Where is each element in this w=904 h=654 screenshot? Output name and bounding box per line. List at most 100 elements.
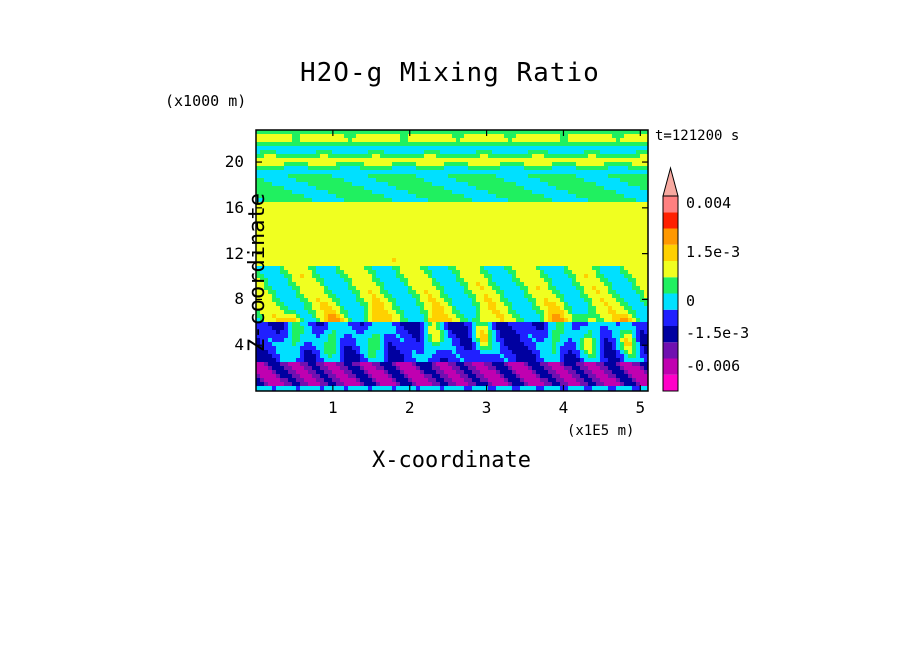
heatmap-cell	[376, 214, 381, 219]
heatmap-cell	[348, 242, 353, 247]
heatmap-cell	[492, 202, 497, 207]
heatmap-cell	[380, 246, 385, 251]
heatmap-cell	[308, 142, 313, 147]
heatmap-cell	[456, 170, 461, 175]
heatmap-cell	[364, 318, 369, 323]
heatmap-cell	[524, 222, 529, 227]
heatmap-cell	[328, 214, 333, 219]
heatmap-cell	[392, 170, 397, 175]
heatmap-cell	[596, 322, 601, 327]
heatmap-cell	[408, 134, 413, 139]
heatmap-cell	[472, 226, 477, 231]
heatmap-cell	[260, 134, 265, 139]
heatmap-cell	[372, 242, 377, 247]
heatmap-cell	[416, 262, 421, 267]
heatmap-cell	[536, 206, 541, 211]
heatmap-cell	[628, 162, 633, 167]
heatmap-cell	[328, 146, 333, 151]
heatmap-cell	[564, 178, 569, 183]
heatmap-cell	[576, 310, 581, 315]
heatmap-cell	[336, 314, 341, 319]
heatmap-cell	[364, 146, 369, 151]
heatmap-cell	[328, 178, 333, 183]
heatmap-cell	[416, 222, 421, 227]
heatmap-cell	[412, 250, 417, 255]
heatmap-cell	[500, 138, 505, 143]
heatmap-cell	[316, 242, 321, 247]
heatmap-cell	[292, 190, 297, 195]
heatmap-cell	[420, 226, 425, 231]
heatmap-cell	[488, 142, 493, 147]
heatmap-cell	[344, 174, 349, 179]
heatmap-cell	[520, 150, 525, 155]
heatmap-cell	[320, 246, 325, 251]
heatmap-cell	[492, 150, 497, 155]
heatmap-cell	[360, 138, 365, 143]
heatmap-cell	[256, 286, 261, 291]
heatmap-cell	[608, 250, 613, 255]
heatmap-cell	[520, 238, 525, 243]
heatmap-cell	[616, 282, 621, 287]
heatmap-cell	[416, 162, 421, 167]
heatmap-cell	[320, 202, 325, 207]
heatmap-cell	[460, 162, 465, 167]
heatmap-cell	[344, 270, 349, 275]
heatmap-cell	[556, 254, 561, 259]
heatmap-cell	[480, 202, 485, 207]
heatmap-cell	[396, 258, 401, 263]
heatmap-cell	[460, 246, 465, 251]
heatmap-cell	[564, 270, 569, 275]
heatmap-cell	[428, 154, 433, 159]
heatmap-cell	[520, 130, 525, 135]
heatmap-cell	[592, 314, 597, 319]
heatmap-cell	[352, 258, 357, 263]
heatmap-cell	[556, 222, 561, 227]
heatmap-cell	[264, 222, 269, 227]
heatmap-cell	[416, 282, 421, 287]
heatmap-cell	[332, 174, 337, 179]
heatmap-cell	[636, 254, 641, 259]
heatmap-cell	[272, 178, 277, 183]
heatmap-cell	[580, 246, 585, 251]
heatmap-cell	[636, 266, 641, 271]
heatmap-cell	[380, 274, 385, 279]
heatmap-cell	[632, 226, 637, 231]
heatmap-cell	[564, 302, 569, 307]
heatmap-cell	[320, 258, 325, 263]
heatmap-cell	[528, 286, 533, 291]
heatmap-cell	[264, 154, 269, 159]
heatmap-cell	[388, 250, 393, 255]
heatmap-cell	[456, 282, 461, 287]
heatmap-cell	[300, 178, 305, 183]
heatmap-cell	[620, 274, 625, 279]
heatmap-cell	[472, 130, 477, 135]
heatmap-cell	[276, 214, 281, 219]
heatmap-cell	[596, 326, 601, 331]
heatmap-cell	[628, 218, 633, 223]
heatmap-cell	[380, 202, 385, 207]
heatmap-cell	[348, 174, 353, 179]
heatmap-cell	[476, 298, 481, 303]
heatmap-cell	[528, 226, 533, 231]
heatmap-cell	[292, 150, 297, 155]
heatmap-cell	[440, 130, 445, 135]
heatmap-cell	[616, 318, 621, 323]
heatmap-cell	[572, 326, 577, 331]
heatmap-cell	[616, 170, 621, 175]
heatmap-cell	[528, 134, 533, 139]
heatmap-cell	[304, 170, 309, 175]
heatmap-cell	[588, 234, 593, 239]
heatmap-cell	[284, 190, 289, 195]
heatmap-cell	[516, 146, 521, 151]
heatmap-cell	[284, 318, 289, 323]
heatmap-cell	[316, 230, 321, 235]
heatmap-cell	[528, 242, 533, 247]
heatmap-cell	[532, 238, 537, 243]
heatmap-cell	[640, 218, 645, 223]
heatmap-cell	[264, 274, 269, 279]
heatmap-cell	[596, 146, 601, 151]
heatmap-cell	[500, 178, 505, 183]
heatmap-cell	[376, 162, 381, 167]
heatmap-cell	[336, 158, 341, 163]
heatmap-cell	[488, 194, 493, 199]
